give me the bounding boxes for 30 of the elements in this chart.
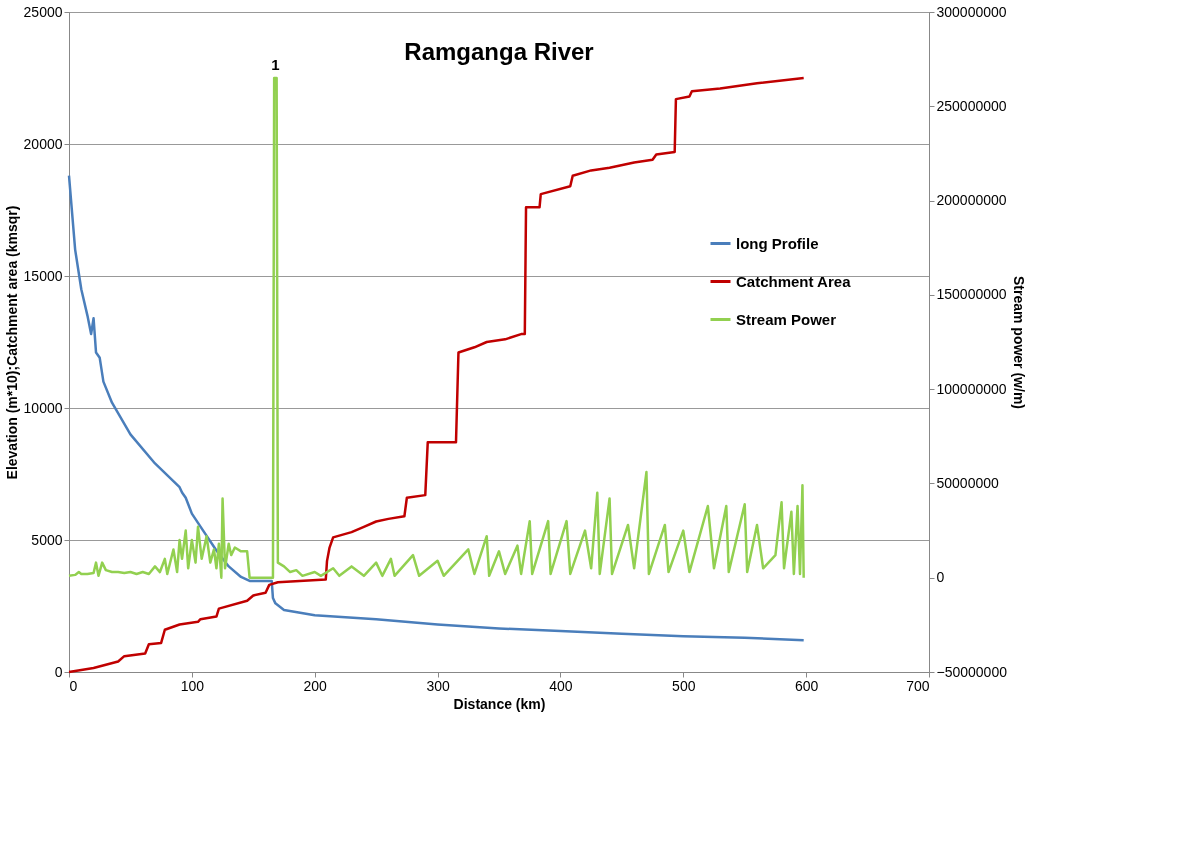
x-tick-label: 100 (180, 677, 205, 694)
y2-tick-label: 0 (936, 569, 945, 586)
y-tick-label: 10000 (23, 399, 63, 416)
y2-tick-label: 150000000 (936, 286, 1007, 303)
x-tick-label: 0 (69, 677, 78, 694)
y2-tick-label: −50000000 (936, 663, 1008, 680)
y2-tick-label: 300000000 (936, 3, 1007, 20)
x-tick-label: 400 (549, 677, 573, 694)
legend-label: Catchment Area (736, 272, 852, 290)
y2-tick-label: 100000000 (936, 380, 1007, 397)
text: Ramganga River (404, 38, 594, 65)
y2-tick-label: 200000000 (936, 192, 1007, 209)
x-tick-label: 700 (906, 677, 930, 694)
y2-tick-label: 250000000 (936, 97, 1007, 114)
x-tick-label: 500 (672, 677, 696, 694)
annotation: 1 (271, 55, 280, 73)
y-tick-label: 5000 (31, 531, 63, 548)
x-axis-title: Distance (km) (453, 695, 546, 712)
y-axis-title: Elevation (m*10);Catchment area (kmsqr) (3, 205, 20, 480)
y2-axis-title: Stream power (w/m) (1010, 275, 1027, 410)
y-tick-label: 0 (54, 663, 63, 680)
y2-tick-label: 50000000 (936, 474, 999, 491)
x-tick-label: 200 (303, 677, 328, 694)
legend-label: Stream Power (736, 310, 837, 328)
x-tick-label: 300 (426, 677, 450, 694)
y-tick-label: 20000 (23, 135, 63, 152)
legend-label: long Profile (736, 234, 819, 252)
x-tick-label: 600 (794, 677, 819, 694)
y-tick-label: 25000 (23, 3, 63, 20)
y-tick-label: 15000 (23, 267, 63, 284)
